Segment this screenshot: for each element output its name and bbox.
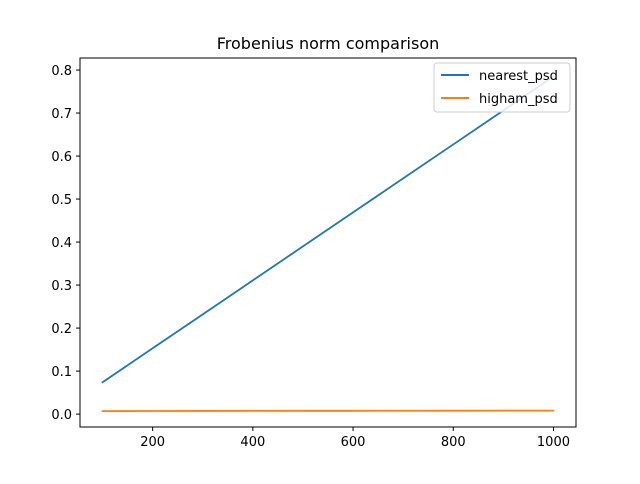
y-tick-label: 0.8 xyxy=(51,64,72,79)
y-tick-label: 0.4 xyxy=(51,236,72,251)
x-tick-label: 1000 xyxy=(537,435,570,450)
y-tick-label: 0.3 xyxy=(51,279,72,294)
legend: nearest_psd higham_psd xyxy=(434,63,570,112)
legend-label-higham-psd: higham_psd xyxy=(479,92,558,107)
y-tick-label: 0.2 xyxy=(51,322,72,337)
x-tick-label: 600 xyxy=(341,435,366,450)
y-tick-label: 0.5 xyxy=(51,193,72,208)
x-tick-label: 400 xyxy=(240,435,265,450)
y-tick-label: 0.0 xyxy=(51,408,72,423)
x-tick-label: 800 xyxy=(441,435,466,450)
chart-title: Frobenius norm comparison xyxy=(217,34,440,53)
x-tick-label: 200 xyxy=(140,435,165,450)
legend-label-nearest-psd: nearest_psd xyxy=(479,69,558,84)
y-tick-label: 0.1 xyxy=(51,365,72,380)
y-tick-label: 0.6 xyxy=(51,150,72,165)
y-tick-label: 0.7 xyxy=(51,107,72,122)
